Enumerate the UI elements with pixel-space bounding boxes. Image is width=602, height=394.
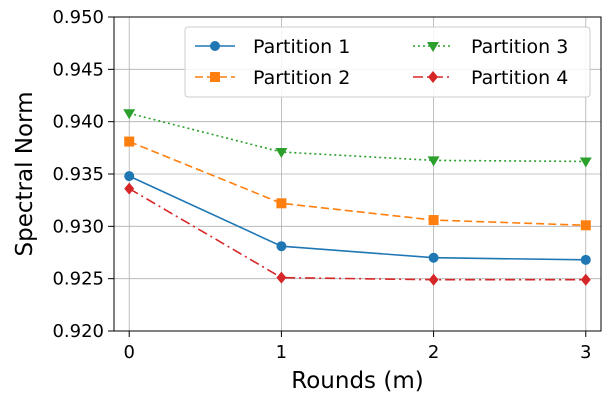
legend-marker <box>210 41 220 51</box>
legend-marker <box>428 71 438 83</box>
data-point <box>275 148 288 159</box>
legend-item-partition-1: Partition 1 <box>195 36 350 58</box>
y-tick-label: 0.940 <box>52 112 104 133</box>
series-line <box>128 175 586 261</box>
data-point <box>428 273 439 286</box>
y-tick-label: 0.945 <box>52 59 104 80</box>
series-group <box>123 109 592 286</box>
x-tick-label: 1 <box>276 342 287 363</box>
y-tick-label: 0.920 <box>52 321 104 342</box>
series-partition-3 <box>123 109 592 168</box>
x-tick-label: 2 <box>428 342 439 363</box>
series-partition-2 <box>124 136 591 231</box>
y-axis-title: Spectral Norm <box>12 92 38 257</box>
legend-item-partition-4: Partition 4 <box>413 67 568 89</box>
data-point <box>276 271 287 284</box>
legend-label: Partition 1 <box>253 36 350 58</box>
series-line <box>129 112 586 163</box>
x-tick-label: 3 <box>580 342 591 363</box>
legend-frame <box>184 26 591 98</box>
data-point <box>580 273 591 286</box>
y-tick-label: 0.950 <box>52 7 104 28</box>
series-partition-4 <box>124 182 591 286</box>
data-point <box>579 157 592 168</box>
data-point <box>276 241 287 252</box>
series-partition-1 <box>124 171 591 265</box>
data-point <box>124 136 135 147</box>
y-tick-label: 0.935 <box>52 164 104 185</box>
legend-marker <box>210 72 220 82</box>
data-point <box>123 109 136 120</box>
y-axis-ticks: 0.920 0.925 0.930 0.935 0.940 0.945 0.950 <box>52 7 114 342</box>
data-point <box>124 182 135 195</box>
x-axis-ticks: 0 1 2 3 <box>123 331 592 363</box>
data-point <box>428 252 439 263</box>
legend-label: Partition 3 <box>471 36 568 58</box>
y-tick-label: 0.925 <box>52 269 104 290</box>
legend-marker <box>427 42 439 52</box>
y-tick-label: 0.930 <box>52 216 104 237</box>
series-line <box>128 140 586 227</box>
legend-label: Partition 4 <box>471 67 568 89</box>
data-point <box>428 215 439 226</box>
data-point <box>427 156 440 167</box>
x-tick-label: 0 <box>123 342 134 363</box>
data-point <box>580 220 591 231</box>
legend: Partition 1 Partition 2 Partition 3 Partiti… <box>184 26 591 98</box>
legend-item-partition-3: Partition 3 <box>413 36 568 58</box>
legend-label: Partition 2 <box>253 67 350 89</box>
x-axis-title: Rounds (m) <box>291 368 423 394</box>
data-point <box>580 254 591 265</box>
data-point <box>276 198 287 209</box>
series-line <box>128 187 586 281</box>
data-point <box>124 171 135 182</box>
legend-item-partition-2: Partition 2 <box>195 67 350 89</box>
